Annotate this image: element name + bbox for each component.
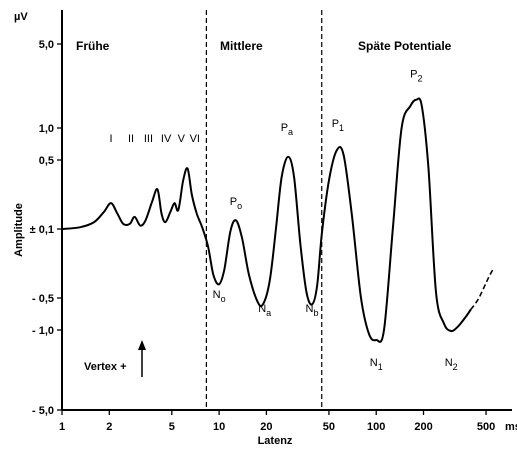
peak-label: P1: [332, 118, 344, 133]
x-tick-label: 500: [477, 421, 495, 433]
peak-label: Nb: [305, 303, 318, 318]
x-tick-label: 50: [323, 421, 335, 433]
peak-label-main: I: [109, 133, 112, 145]
y-tick-label: - 5,0: [32, 405, 54, 417]
peak-label-main: N: [213, 289, 221, 301]
peak-label: II: [128, 133, 134, 145]
y-tick-label: 5,0: [39, 39, 54, 51]
peak-label-sub: 2: [453, 362, 458, 372]
x-tick-label: 100: [367, 421, 385, 433]
peak-label-sub: o: [237, 201, 242, 211]
x-tick-label: 10: [213, 421, 225, 433]
x-tick-label: 1: [59, 421, 65, 433]
x-tick-label: 2: [106, 421, 112, 433]
peak-label-main: N: [445, 357, 453, 369]
region-label: Mittlere: [220, 39, 263, 53]
peak-label-sub: 1: [339, 123, 344, 133]
x-axis-title: Latenz: [258, 435, 293, 447]
peak-label-sub: b: [313, 308, 318, 318]
x-tick-label: 200: [414, 421, 432, 433]
region-label: Frühe: [76, 39, 110, 53]
peak-label: Pa: [281, 122, 293, 137]
peak-label-main: V: [178, 133, 186, 145]
vertex-arrow-head: [138, 340, 146, 350]
peak-label-sub: 2: [417, 74, 422, 84]
peak-label: VI: [190, 133, 200, 145]
vertex-annotation: Vertex +: [84, 361, 127, 373]
peak-label-sub: a: [288, 127, 293, 137]
x-axis: 1 2 5 10 20 50 100 200 500 ms Latenz: [59, 410, 517, 447]
peak-label-main: VI: [190, 133, 200, 145]
peak-label-main: N: [370, 357, 378, 369]
y-axis-title: Amplitude: [13, 203, 25, 257]
region-dividers: [205, 10, 323, 410]
y-tick-label: ± 0,1: [30, 224, 54, 236]
peak-label-main: N: [305, 303, 313, 315]
peak-label-main: P: [230, 196, 237, 208]
peak-label: IV: [161, 133, 172, 145]
region-label: Späte Potentiale: [358, 39, 452, 53]
peak-label-sub: o: [221, 294, 226, 304]
y-axis: µV 5,0 1,0 0,5 ± 0,1 - 0,5 - 1,0 - 5,0 Amplitude: [13, 11, 62, 417]
curve-group: [61, 97, 495, 343]
peak-label: N2: [445, 357, 458, 372]
peak-label-main: P: [281, 122, 288, 134]
peak-label-main: II: [128, 133, 134, 145]
peak-label-sub: 1: [378, 362, 383, 372]
peak-label: I: [109, 133, 112, 145]
x-tick-label: 20: [260, 421, 272, 433]
x-tick-label: 5: [169, 421, 175, 433]
region-labels: Frühe Mittlere Späte Potentiale: [76, 39, 452, 53]
x-unit-label: ms: [505, 421, 517, 433]
peak-label: Po: [230, 196, 242, 211]
y-tick-label: 0,5: [39, 155, 54, 167]
peak-label: Na: [258, 303, 271, 318]
peak-label-main: III: [144, 133, 153, 145]
y-tick-label: 1,0: [39, 123, 54, 135]
y-unit-label: µV: [14, 11, 28, 23]
peak-label: P2: [410, 69, 422, 84]
annotation-group: Vertex +: [84, 340, 146, 377]
y-tick-label: - 0,5: [32, 293, 54, 305]
peak-label-main: P: [410, 69, 417, 81]
aep-curve: [61, 97, 472, 343]
plot-frame: [61, 10, 512, 411]
peak-label-sub: a: [266, 308, 271, 318]
aep-curve-extrapolated: [470, 267, 495, 310]
peak-label-main: IV: [161, 133, 172, 145]
peak-label: V: [178, 133, 186, 145]
peak-label-main: P: [332, 118, 339, 130]
peak-label: No: [213, 289, 226, 304]
peak-label: N1: [370, 357, 383, 372]
y-tick-label: - 1,0: [32, 325, 54, 337]
peak-label: III: [144, 133, 153, 145]
peak-label-main: N: [258, 303, 266, 315]
